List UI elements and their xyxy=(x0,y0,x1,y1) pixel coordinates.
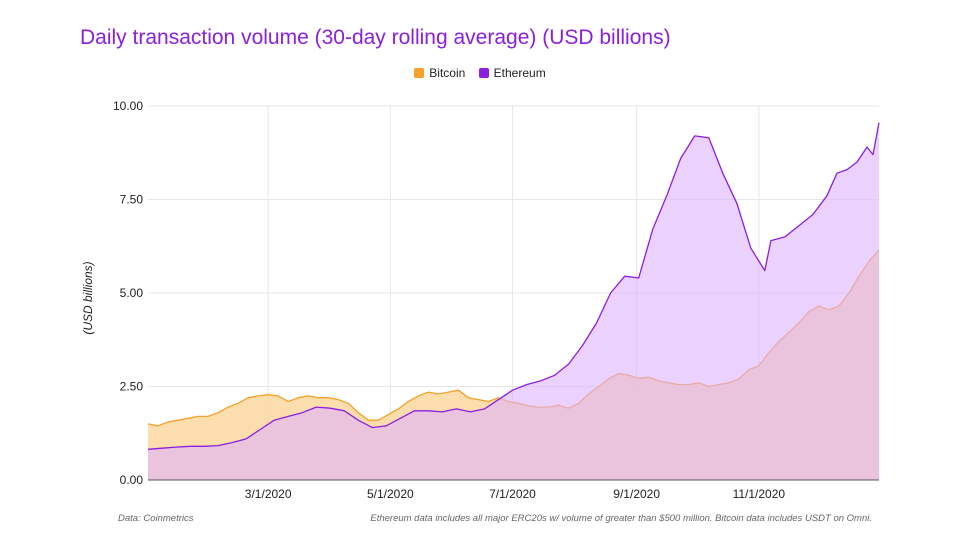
y-tick-label: 7.50 xyxy=(120,193,144,207)
legend-swatch-ethereum xyxy=(478,68,489,78)
y-tick-label: 2.50 xyxy=(120,380,144,394)
y-tick-label: 0.00 xyxy=(120,473,144,487)
y-axis-label: (USD billions) xyxy=(81,261,95,335)
y-tick-label: 10.00 xyxy=(113,99,143,113)
chart-title: Daily transaction volume (30-day rolling… xyxy=(80,26,671,49)
legend-item-ethereum[interactable]: Ethereum xyxy=(478,66,546,80)
legend-item-bitcoin[interactable]: Bitcoin xyxy=(414,66,465,80)
source-note: Data: Coinmetrics xyxy=(118,513,194,524)
area-ethereum xyxy=(148,122,879,481)
x-tick-label: 9/1/2020 xyxy=(613,487,660,501)
x-tick-label: 5/1/2020 xyxy=(367,487,414,501)
y-tick-label: 5.00 xyxy=(120,286,144,300)
x-tick-label: 11/1/2020 xyxy=(733,487,786,501)
line-ethereum xyxy=(147,122,880,450)
x-tick-label: 7/1/2020 xyxy=(489,487,536,501)
footnote: Ethereum data includes all major ERC20s … xyxy=(370,513,872,524)
legend-label-bitcoin: Bitcoin xyxy=(429,66,466,80)
legend-label-ethereum: Ethereum xyxy=(493,66,546,80)
legend-swatch-bitcoin xyxy=(414,68,425,78)
x-tick-label: 3/1/2020 xyxy=(245,487,292,501)
chart-legend: Bitcoin Ethereum xyxy=(0,66,960,81)
